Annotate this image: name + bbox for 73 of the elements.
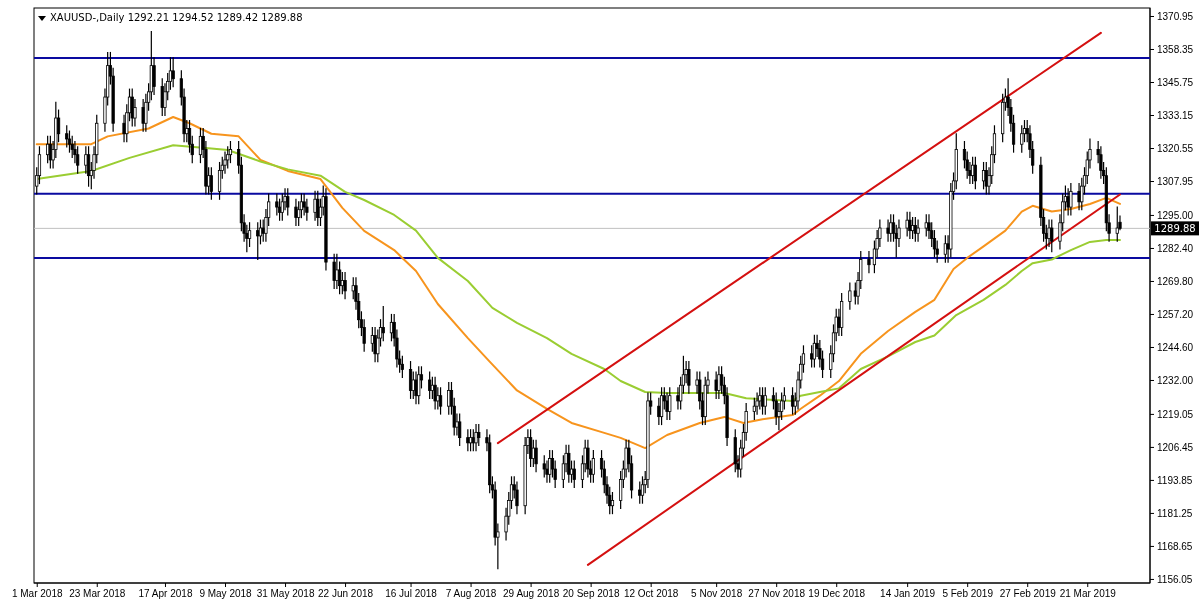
candlestick	[973, 156, 977, 190]
y-tick-label: 1345.75	[1157, 76, 1194, 88]
candlestick	[286, 188, 290, 216]
ref-line-label: 1289.88	[1154, 223, 1196, 235]
candlestick	[474, 423, 478, 452]
candlestick	[256, 222, 260, 261]
line-series	[35, 115, 1121, 450]
candlestick	[1069, 182, 1073, 216]
x-tick-label: 5 Nov 2018	[691, 588, 743, 600]
x-tick-label: 29 Aug 2018	[503, 588, 560, 600]
x-tick-label: 27 Feb 2019	[999, 588, 1057, 600]
y-tick-label: 1358.35	[1157, 43, 1194, 55]
x-tick-label: 16 Jul 2018	[385, 588, 438, 600]
y-tick-label: 1244.60	[1157, 341, 1194, 353]
candlestick	[381, 306, 385, 342]
candlestick	[638, 481, 642, 504]
y-tick-label: 1320.55	[1157, 142, 1194, 154]
x-tick-label: 23 Mar 2018	[69, 588, 126, 600]
x-tick-label: 27 Nov 2018	[748, 588, 806, 600]
candlestick	[867, 251, 871, 274]
candlestick	[294, 198, 298, 227]
y-tick-label: 1168.65	[1157, 540, 1193, 552]
candlestick	[848, 282, 852, 310]
candlestick	[924, 214, 928, 237]
candlestick	[332, 253, 336, 289]
x-tick-label: 1 Mar 2018	[11, 588, 63, 600]
candlestick	[905, 211, 909, 237]
candlestick	[916, 219, 920, 242]
y-tick-label: 1282.40	[1157, 242, 1194, 254]
candlestick	[1077, 182, 1081, 211]
candlestick	[433, 376, 437, 410]
candlestick	[668, 387, 672, 420]
y-tick-label: 1206.45	[1157, 441, 1194, 453]
candlestick	[971, 156, 975, 185]
candlestick	[984, 161, 988, 195]
x-tick-label: 17 Apr 2018	[138, 588, 193, 600]
y-tick-label: 1333.15	[1157, 109, 1194, 121]
x-tick-label: 20 Sep 2018	[562, 588, 620, 600]
x-tick-label: 14 Jan 2019	[880, 588, 936, 600]
y-tick-label: 1219.05	[1157, 408, 1194, 420]
candlestick	[458, 413, 462, 447]
candlestick	[1050, 219, 1054, 253]
y-tick-label: 1370.95	[1157, 10, 1194, 22]
x-tick-label: 31 May 2018	[256, 588, 315, 600]
candlestick	[763, 387, 767, 415]
candlestick	[160, 78, 164, 116]
y-tick-label: 1232.00	[1157, 374, 1194, 386]
y-tick-label: 1295.00	[1157, 209, 1194, 221]
y-tick-label: 1307.95	[1157, 175, 1194, 187]
candlestick	[84, 146, 88, 174]
candlestick	[466, 429, 470, 452]
candlestick	[534, 439, 538, 473]
y-tick-label: 1257.20	[1157, 308, 1194, 320]
x-tick-label: 9 May 2018	[199, 588, 253, 600]
y-tick-label: 1181.25	[1157, 507, 1193, 519]
candlestick	[477, 423, 481, 447]
candlestick	[343, 271, 347, 300]
x-tick-label: 21 Mar 2019	[1059, 588, 1117, 600]
candlestick	[316, 190, 320, 227]
y-tick-label: 1269.80	[1157, 275, 1194, 287]
candlestick	[889, 214, 893, 242]
x-tick-label: 22 Jun 2018	[318, 588, 374, 600]
x-tick-label: 5 Feb 2019	[942, 588, 994, 600]
candlestick	[810, 345, 814, 368]
candlestick	[417, 366, 421, 405]
chart-title: XAUUSD-,Daily 1292.21 1294.52 1289.42 1289.88	[50, 12, 303, 23]
candlestick	[373, 326, 377, 363]
y-tick-label: 1156.05	[1157, 573, 1193, 585]
y-tick-label: 1193.85	[1157, 474, 1193, 486]
x-tick-label: 12 Oct 2018	[623, 588, 679, 600]
x-tick-label: 7 Aug 2018	[445, 588, 497, 600]
candlestick	[687, 361, 691, 394]
x-tick-label: 19 Dec 2018	[808, 588, 866, 600]
